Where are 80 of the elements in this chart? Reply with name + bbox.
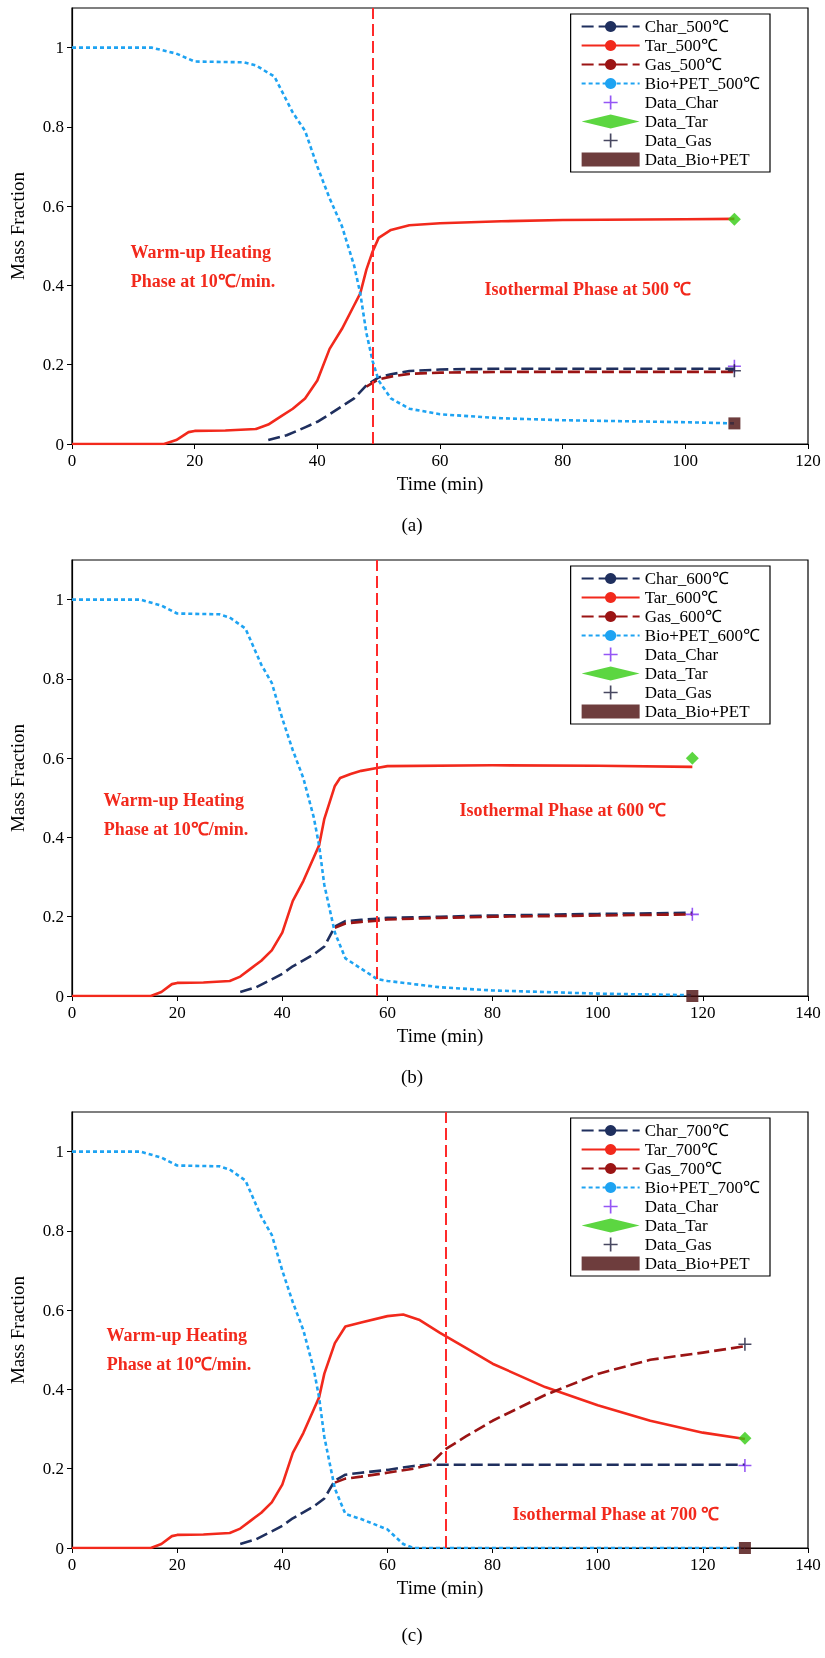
y-tick-label: 0.2 <box>42 1459 64 1479</box>
legend-label: Char_600℃ <box>644 569 729 588</box>
x-tick-label: 120 <box>690 1003 716 1022</box>
legend-label: Gas_700℃ <box>644 1159 723 1178</box>
annotation: Warm-up Heating Phase at 10℃/min. <box>130 241 276 291</box>
annotation: Isothermal Phase at 600 ℃ <box>459 800 667 820</box>
x-tick-label: 100 <box>672 451 699 470</box>
legend-label: Gas_600℃ <box>644 607 723 626</box>
x-tick-label: 0 <box>67 1555 77 1574</box>
legend-label: Bio+PET_600℃ <box>644 626 760 645</box>
y-tick-label: 0 <box>55 986 64 1006</box>
legend-label: Char_500℃ <box>644 17 729 36</box>
legend-label: Data_Tar <box>644 112 708 131</box>
y-tick-label: 0.6 <box>42 748 64 768</box>
x-tick-label: 60 <box>378 1003 396 1022</box>
x-tick-label: 0 <box>67 451 77 470</box>
legend-label: Data_Tar <box>644 1216 708 1235</box>
legend-label: Data_Tar <box>644 664 708 683</box>
x-tick-label: 20 <box>168 1003 186 1022</box>
x-tick-label: 40 <box>273 1555 291 1574</box>
y-tick-label: 0.6 <box>42 1300 64 1320</box>
y-tick-label: 1 <box>55 38 64 58</box>
legend-label: Gas_500℃ <box>644 55 723 74</box>
x-tick-label: 120 <box>690 1555 716 1574</box>
legend-label: Data_Gas <box>644 683 712 702</box>
legend-label: Bio+PET_700℃ <box>644 1178 760 1197</box>
y-axis-title: Mass Fraction <box>7 723 28 833</box>
x-tick-label: 60 <box>431 451 449 470</box>
y-tick-label: 0.6 <box>42 196 64 216</box>
x-tick-label: 20 <box>168 1555 186 1574</box>
x-tick-label: 20 <box>186 451 204 470</box>
x-tick-label: 60 <box>378 1555 396 1574</box>
x-tick-label: 140 <box>795 1003 821 1022</box>
text: (b) <box>400 1065 424 1088</box>
legend-label: Char_700℃ <box>644 1121 729 1140</box>
y-tick-label: 0.8 <box>42 669 64 689</box>
y-tick-label: 0.2 <box>42 907 64 927</box>
legend-label: Data_Char <box>644 1197 719 1216</box>
x-tick-label: 100 <box>584 1003 611 1022</box>
annotation: Warm-up Heating Phase at 10℃/min. <box>103 789 249 839</box>
x-tick-label: 80 <box>484 1555 502 1574</box>
y-tick-label: 0 <box>55 1538 64 1558</box>
legend-label: Data_Char <box>644 645 719 664</box>
x-tick-label: 100 <box>584 1555 611 1574</box>
legend-label: Tar_500℃ <box>644 36 719 55</box>
y-tick-label: 0.4 <box>42 827 65 847</box>
x-tick-label: 140 <box>795 1555 821 1574</box>
y-axis-title: Mass Fraction <box>7 171 28 281</box>
y-tick-label: 0.8 <box>42 1221 64 1241</box>
annotation: Warm-up Heating Phase at 10℃/min. <box>106 1324 252 1374</box>
y-tick-label: 0.4 <box>42 275 65 295</box>
legend-label: Data_Gas <box>644 131 712 150</box>
legend-label: Tar_700℃ <box>644 1140 719 1159</box>
x-tick-label: 0 <box>67 1003 77 1022</box>
y-tick-label: 0.4 <box>42 1379 65 1399</box>
text: (c) <box>401 1623 423 1646</box>
x-tick-label: 80 <box>554 451 572 470</box>
legend-label: Data_Char <box>644 93 719 112</box>
x-tick-label: 120 <box>795 451 821 470</box>
x-tick-label: 40 <box>273 1003 291 1022</box>
annotation: Isothermal Phase at 700 ℃ <box>512 1504 720 1524</box>
legend-label: Data_Bio+PET <box>644 150 751 169</box>
x-axis-title: Time (min) <box>396 1576 484 1599</box>
y-tick-label: 1 <box>55 590 64 610</box>
legend-label: Data_Bio+PET <box>644 702 751 721</box>
x-axis-title: Time (min) <box>396 472 484 495</box>
legend-label: Tar_600℃ <box>644 588 719 607</box>
y-tick-label: 0.2 <box>42 355 64 375</box>
y-axis-title: Mass Fraction <box>7 1275 28 1385</box>
annotation: Isothermal Phase at 500 ℃ <box>484 279 692 299</box>
legend-label: Data_Bio+PET <box>644 1254 751 1273</box>
x-tick-label: 80 <box>484 1003 502 1022</box>
x-tick-label: 40 <box>308 451 326 470</box>
y-tick-label: 1 <box>55 1142 64 1162</box>
y-tick-label: 0 <box>55 434 64 454</box>
y-tick-label: 0.8 <box>42 117 64 137</box>
legend-label: Data_Gas <box>644 1235 712 1254</box>
text: (a) <box>401 513 423 536</box>
x-axis-title: Time (min) <box>396 1024 484 1047</box>
legend-label: Bio+PET_500℃ <box>644 74 760 93</box>
